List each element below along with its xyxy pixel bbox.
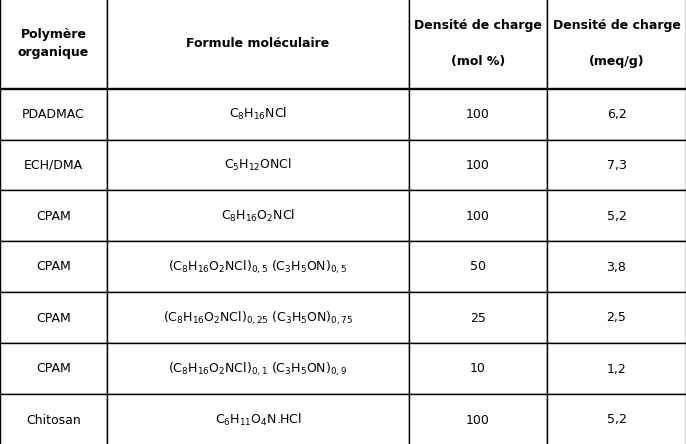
Text: 100: 100 [466,413,490,427]
Text: 10: 10 [470,362,486,376]
Text: C$_5$H$_{12}$ONCl: C$_5$H$_{12}$ONCl [224,157,292,173]
Text: 5,2: 5,2 [606,413,626,427]
Text: 3,8: 3,8 [606,261,626,274]
Text: Densité de charge

(meq/g): Densité de charge (meq/g) [552,19,681,68]
Text: Chitosan: Chitosan [26,413,81,427]
Text: 50: 50 [470,261,486,274]
Text: (C$_8$H$_{16}$O$_2$NCl)$_{0,25}$ (C$_3$H$_5$ON)$_{0,75}$: (C$_8$H$_{16}$O$_2$NCl)$_{0,25}$ (C$_3$H… [163,309,353,327]
Text: C$_8$H$_{16}$NCl: C$_8$H$_{16}$NCl [229,106,287,122]
Text: PDADMAC: PDADMAC [22,107,85,120]
Text: 100: 100 [466,107,490,120]
Text: 1,2: 1,2 [606,362,626,376]
Text: 7,3: 7,3 [606,159,626,171]
Text: CPAM: CPAM [36,210,71,222]
Text: (C$_8$H$_{16}$O$_2$NCl)$_{0,1}$ (C$_3$H$_5$ON)$_{0,9}$: (C$_8$H$_{16}$O$_2$NCl)$_{0,1}$ (C$_3$H$… [168,360,348,378]
Text: Densité de charge

(mol %): Densité de charge (mol %) [414,19,542,68]
Text: ECH/DMA: ECH/DMA [24,159,83,171]
Text: 2,5: 2,5 [606,312,626,325]
Text: 100: 100 [466,159,490,171]
Text: CPAM: CPAM [36,362,71,376]
Text: 100: 100 [466,210,490,222]
Text: C$_8$H$_{16}$O$_2$NCl: C$_8$H$_{16}$O$_2$NCl [221,208,295,224]
Text: 6,2: 6,2 [606,107,626,120]
Text: Formule moléculaire: Formule moléculaire [187,37,330,50]
Text: 25: 25 [470,312,486,325]
Text: CPAM: CPAM [36,261,71,274]
Text: Polymère
organique: Polymère organique [18,28,89,59]
Text: (C$_8$H$_{16}$O$_2$NCl)$_{0,5}$ (C$_3$H$_5$ON)$_{0,5}$: (C$_8$H$_{16}$O$_2$NCl)$_{0,5}$ (C$_3$H$… [168,258,348,276]
Text: C$_6$H$_{11}$O$_4$N.HCl: C$_6$H$_{11}$O$_4$N.HCl [215,412,301,428]
Text: 5,2: 5,2 [606,210,626,222]
Text: CPAM: CPAM [36,312,71,325]
